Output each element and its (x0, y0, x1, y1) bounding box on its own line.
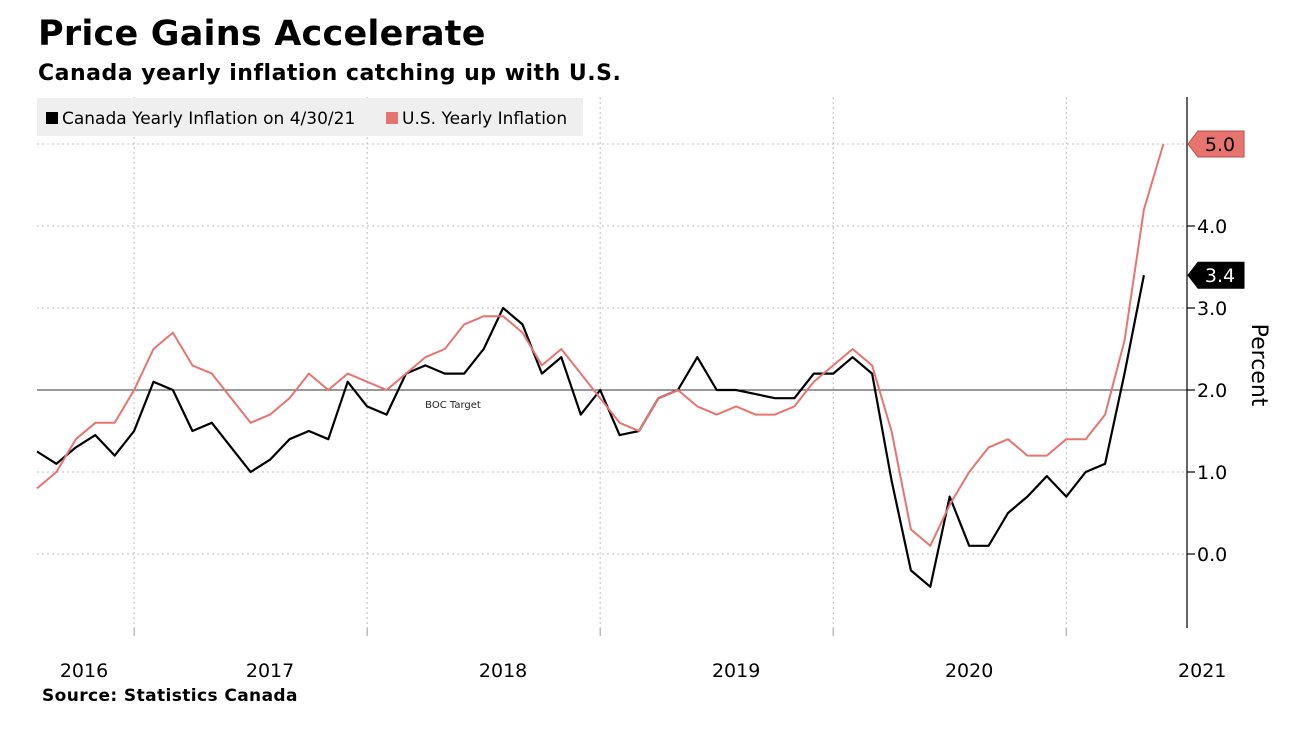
chart-title: Price Gains Accelerate (38, 14, 486, 54)
x-tick-label: 2016 (60, 660, 108, 682)
legend-background (37, 98, 583, 136)
y-axis-title: Percent (1246, 324, 1271, 407)
end-value-labels: 3.4 5.0 (1187, 130, 1245, 289)
canada-end-tag (1187, 261, 1245, 289)
legend-swatch-canada (46, 112, 58, 124)
us-inflation-line (36, 143, 1165, 547)
us-end-tag (1187, 130, 1245, 158)
gridlines (37, 97, 1187, 628)
target-line-group: BOC Target (37, 389, 1187, 411)
legend-label-us: U.S. Yearly Inflation (402, 109, 567, 129)
x-tick-label: 2021 (1178, 660, 1226, 682)
y-tick-label: 4.0 (1197, 216, 1227, 238)
x-axis: 2016 2017 2018 2019 2020 2021 (60, 628, 1226, 682)
x-tick-label: 2019 (712, 660, 760, 682)
y-tick-label: 0.0 (1197, 544, 1227, 566)
x-tick-label: 2020 (945, 660, 993, 682)
boc-target-label: BOC Target (425, 400, 481, 411)
y-tick-label: 1.0 (1197, 462, 1227, 484)
y-axis: 0.0 1.0 2.0 3.0 4.0 Percent (1186, 97, 1271, 628)
series-lines (36, 143, 1165, 588)
chart-subtitle: Canada yearly inflation catching up with… (38, 61, 622, 86)
legend-swatch-us (386, 112, 398, 124)
canada-inflation-line (36, 274, 1145, 588)
legend: Canada Yearly Inflation on 4/30/21 U.S. Y… (37, 98, 583, 136)
x-tick-label: 2017 (246, 660, 294, 682)
y-tick-label: 2.0 (1197, 380, 1227, 402)
y-tick-label: 3.0 (1197, 298, 1227, 320)
canada-end-value: 3.4 (1205, 265, 1235, 287)
x-tick-label: 2018 (479, 660, 527, 682)
us-end-value: 5.0 (1205, 134, 1235, 156)
source-note: Source: Statistics Canada (42, 686, 298, 706)
legend-label-canada: Canada Yearly Inflation on 4/30/21 (62, 109, 355, 129)
